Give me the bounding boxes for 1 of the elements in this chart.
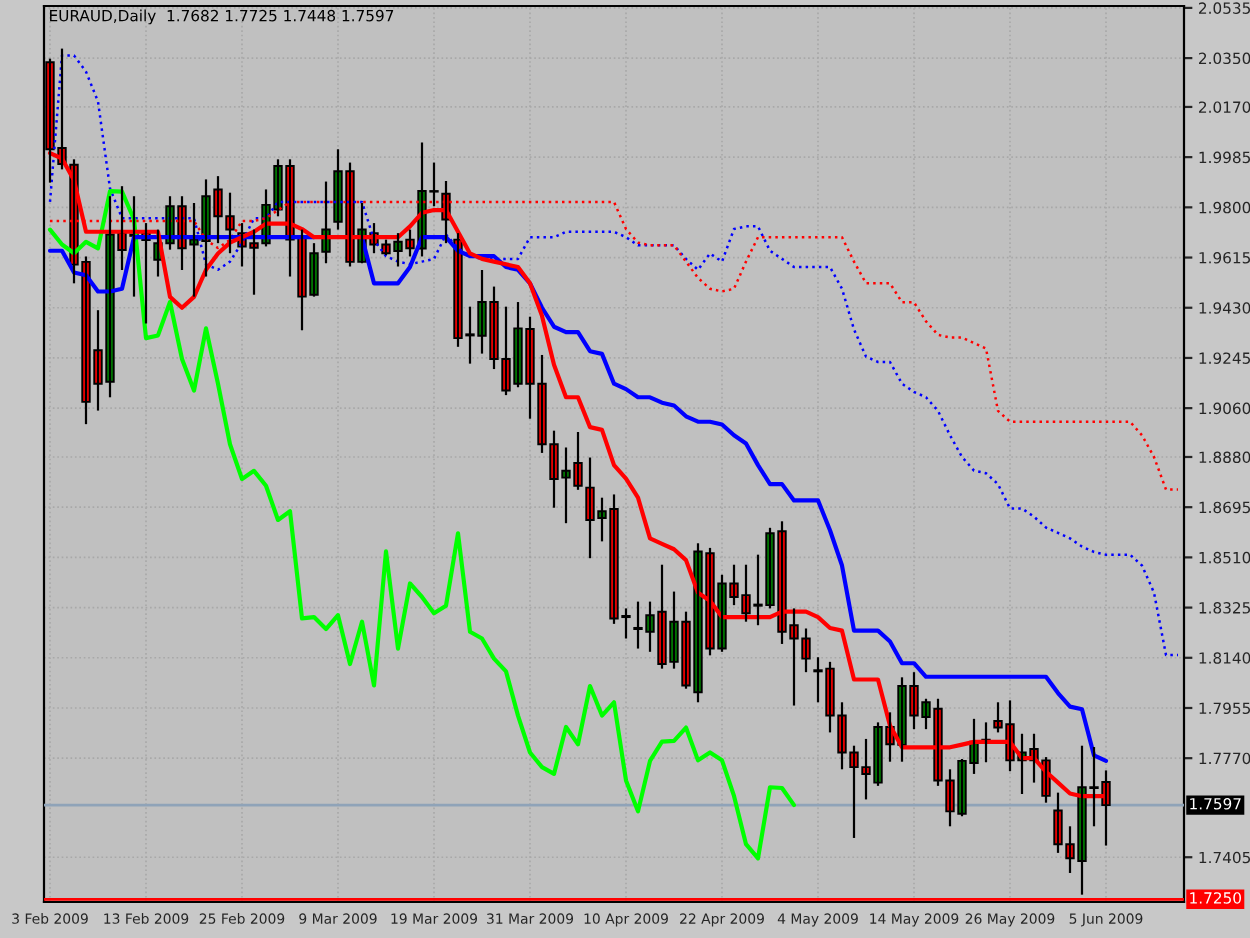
line-series [47, 188, 797, 861]
